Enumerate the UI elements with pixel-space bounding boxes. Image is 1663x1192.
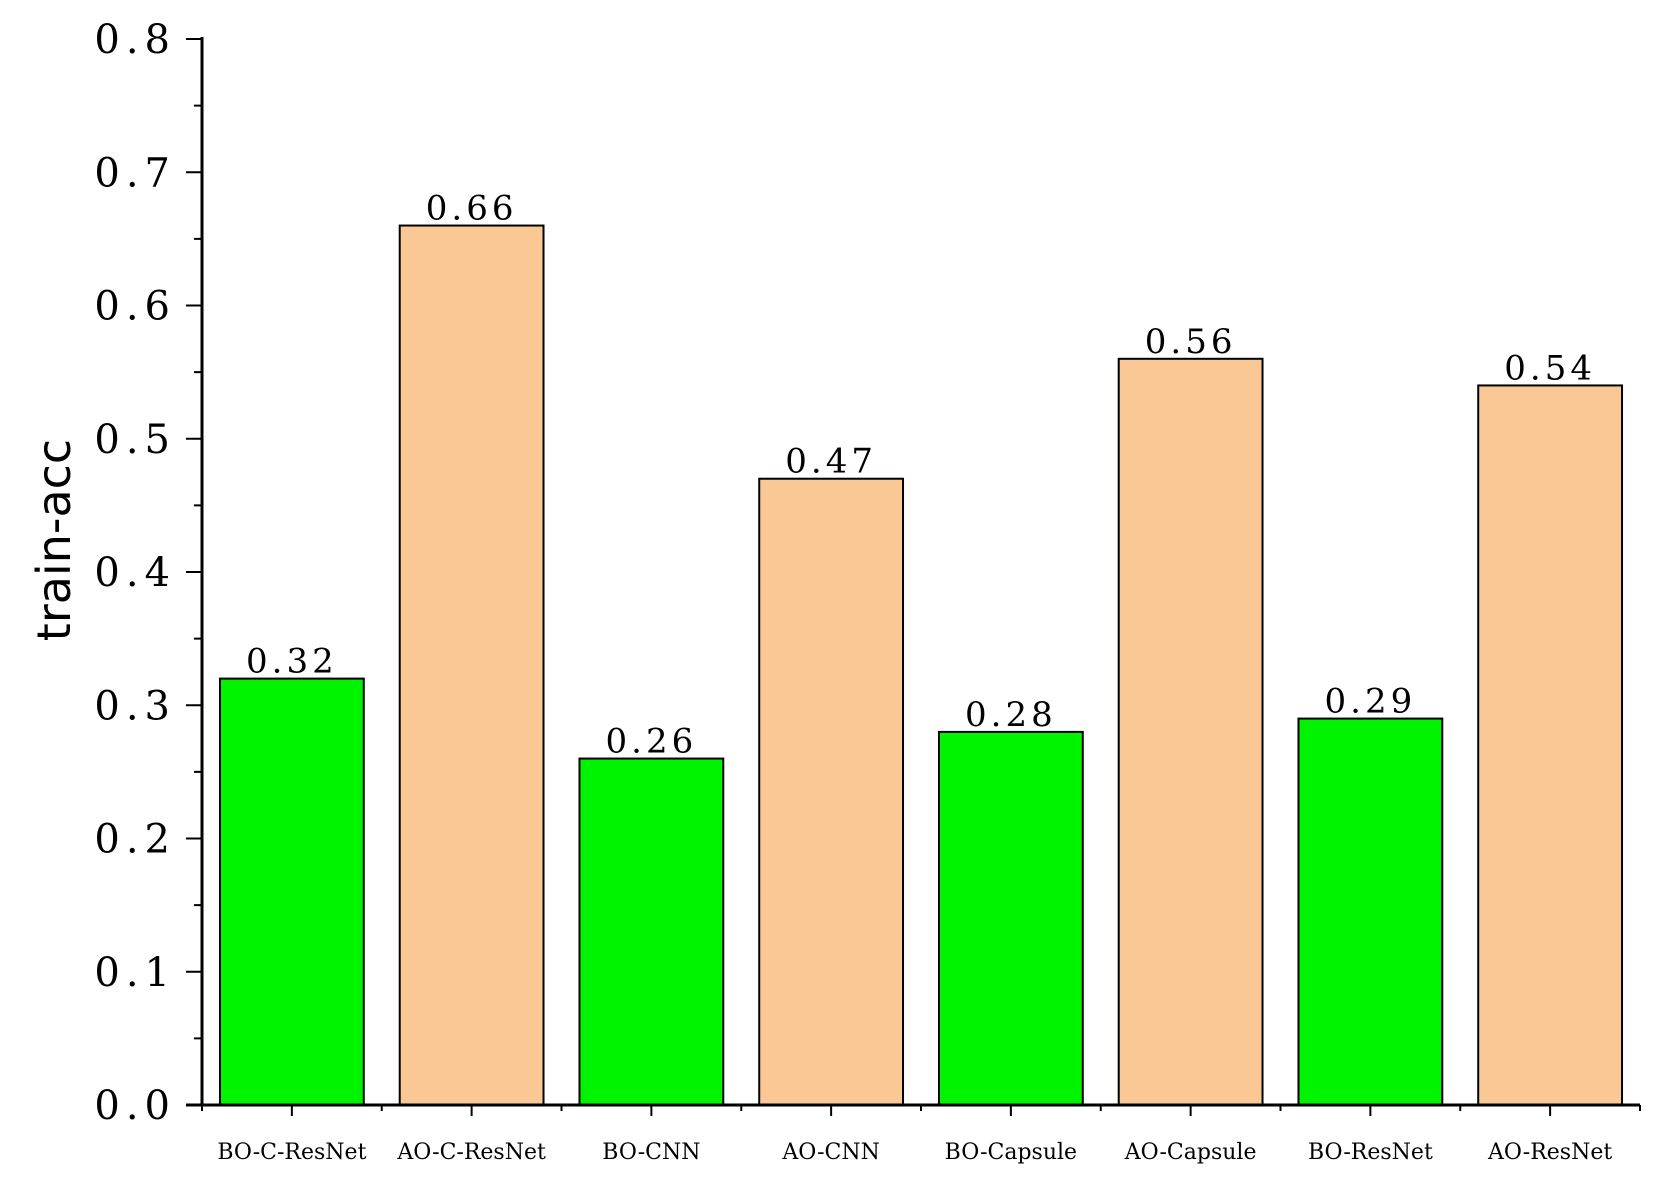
x-tick-label-AO-CNN: AO-CNN — [781, 1140, 880, 1165]
x-tick-label-AO-C-ResNet: AO-C-ResNet — [396, 1140, 546, 1165]
bar-BO-ResNet — [1297, 717, 1444, 1106]
axes-layer — [186, 37, 1641, 1116]
labels-layer: 0.32 BO-C-ResNet 0.66 AO-C-ResNet 0.26 BO-CNN… — [94, 17, 1612, 1165]
bar-AO-C-ResNet — [398, 224, 545, 1107]
y-tick-label: 0.2 — [94, 817, 176, 863]
y-tick-label: 0.3 — [94, 683, 176, 729]
data-label-AO-ResNet: 0.54 — [1504, 348, 1596, 388]
data-label-BO-ResNet: 0.29 — [1325, 682, 1417, 722]
y-tick-label: 0.5 — [94, 417, 176, 463]
data-label-BO-Capsule: 0.28 — [965, 695, 1057, 735]
y-tick-label: 0.8 — [94, 17, 176, 63]
x-tick-label-BO-CNN: BO-CNN — [602, 1140, 700, 1165]
data-label-AO-Capsule: 0.56 — [1145, 322, 1237, 362]
y-tick-label: 0.0 — [94, 1083, 176, 1129]
bar-BO-C-ResNet — [218, 677, 365, 1106]
x-tick-label-BO-Capsule: BO-Capsule — [945, 1140, 1077, 1165]
bars-layer — [218, 224, 1624, 1107]
data-label-BO-C-ResNet: 0.32 — [246, 642, 338, 682]
y-tick-label: 0.4 — [94, 550, 176, 596]
data-label-BO-CNN: 0.26 — [606, 722, 698, 762]
bar-BO-Capsule — [937, 730, 1084, 1107]
data-label-AO-CNN: 0.47 — [785, 442, 877, 482]
bar-AO-Capsule — [1117, 357, 1264, 1106]
bar-AO-CNN — [758, 477, 905, 1107]
x-tick-label-AO-ResNet: AO-ResNet — [1487, 1140, 1612, 1165]
x-tick-label-AO-Capsule: AO-Capsule — [1124, 1140, 1257, 1165]
y-tick-label: 0.6 — [94, 284, 176, 330]
y-axis-title: train-acc — [27, 439, 81, 641]
bar-BO-CNN — [578, 757, 725, 1106]
bar-AO-ResNet — [1477, 384, 1624, 1106]
y-tick-label: 0.1 — [94, 950, 176, 996]
x-tick-label-BO-C-ResNet: BO-C-ResNet — [217, 1140, 366, 1165]
x-tick-label-BO-ResNet: BO-ResNet — [1308, 1140, 1433, 1165]
data-label-AO-C-ResNet: 0.66 — [426, 189, 518, 229]
y-tick-label: 0.7 — [94, 150, 176, 196]
